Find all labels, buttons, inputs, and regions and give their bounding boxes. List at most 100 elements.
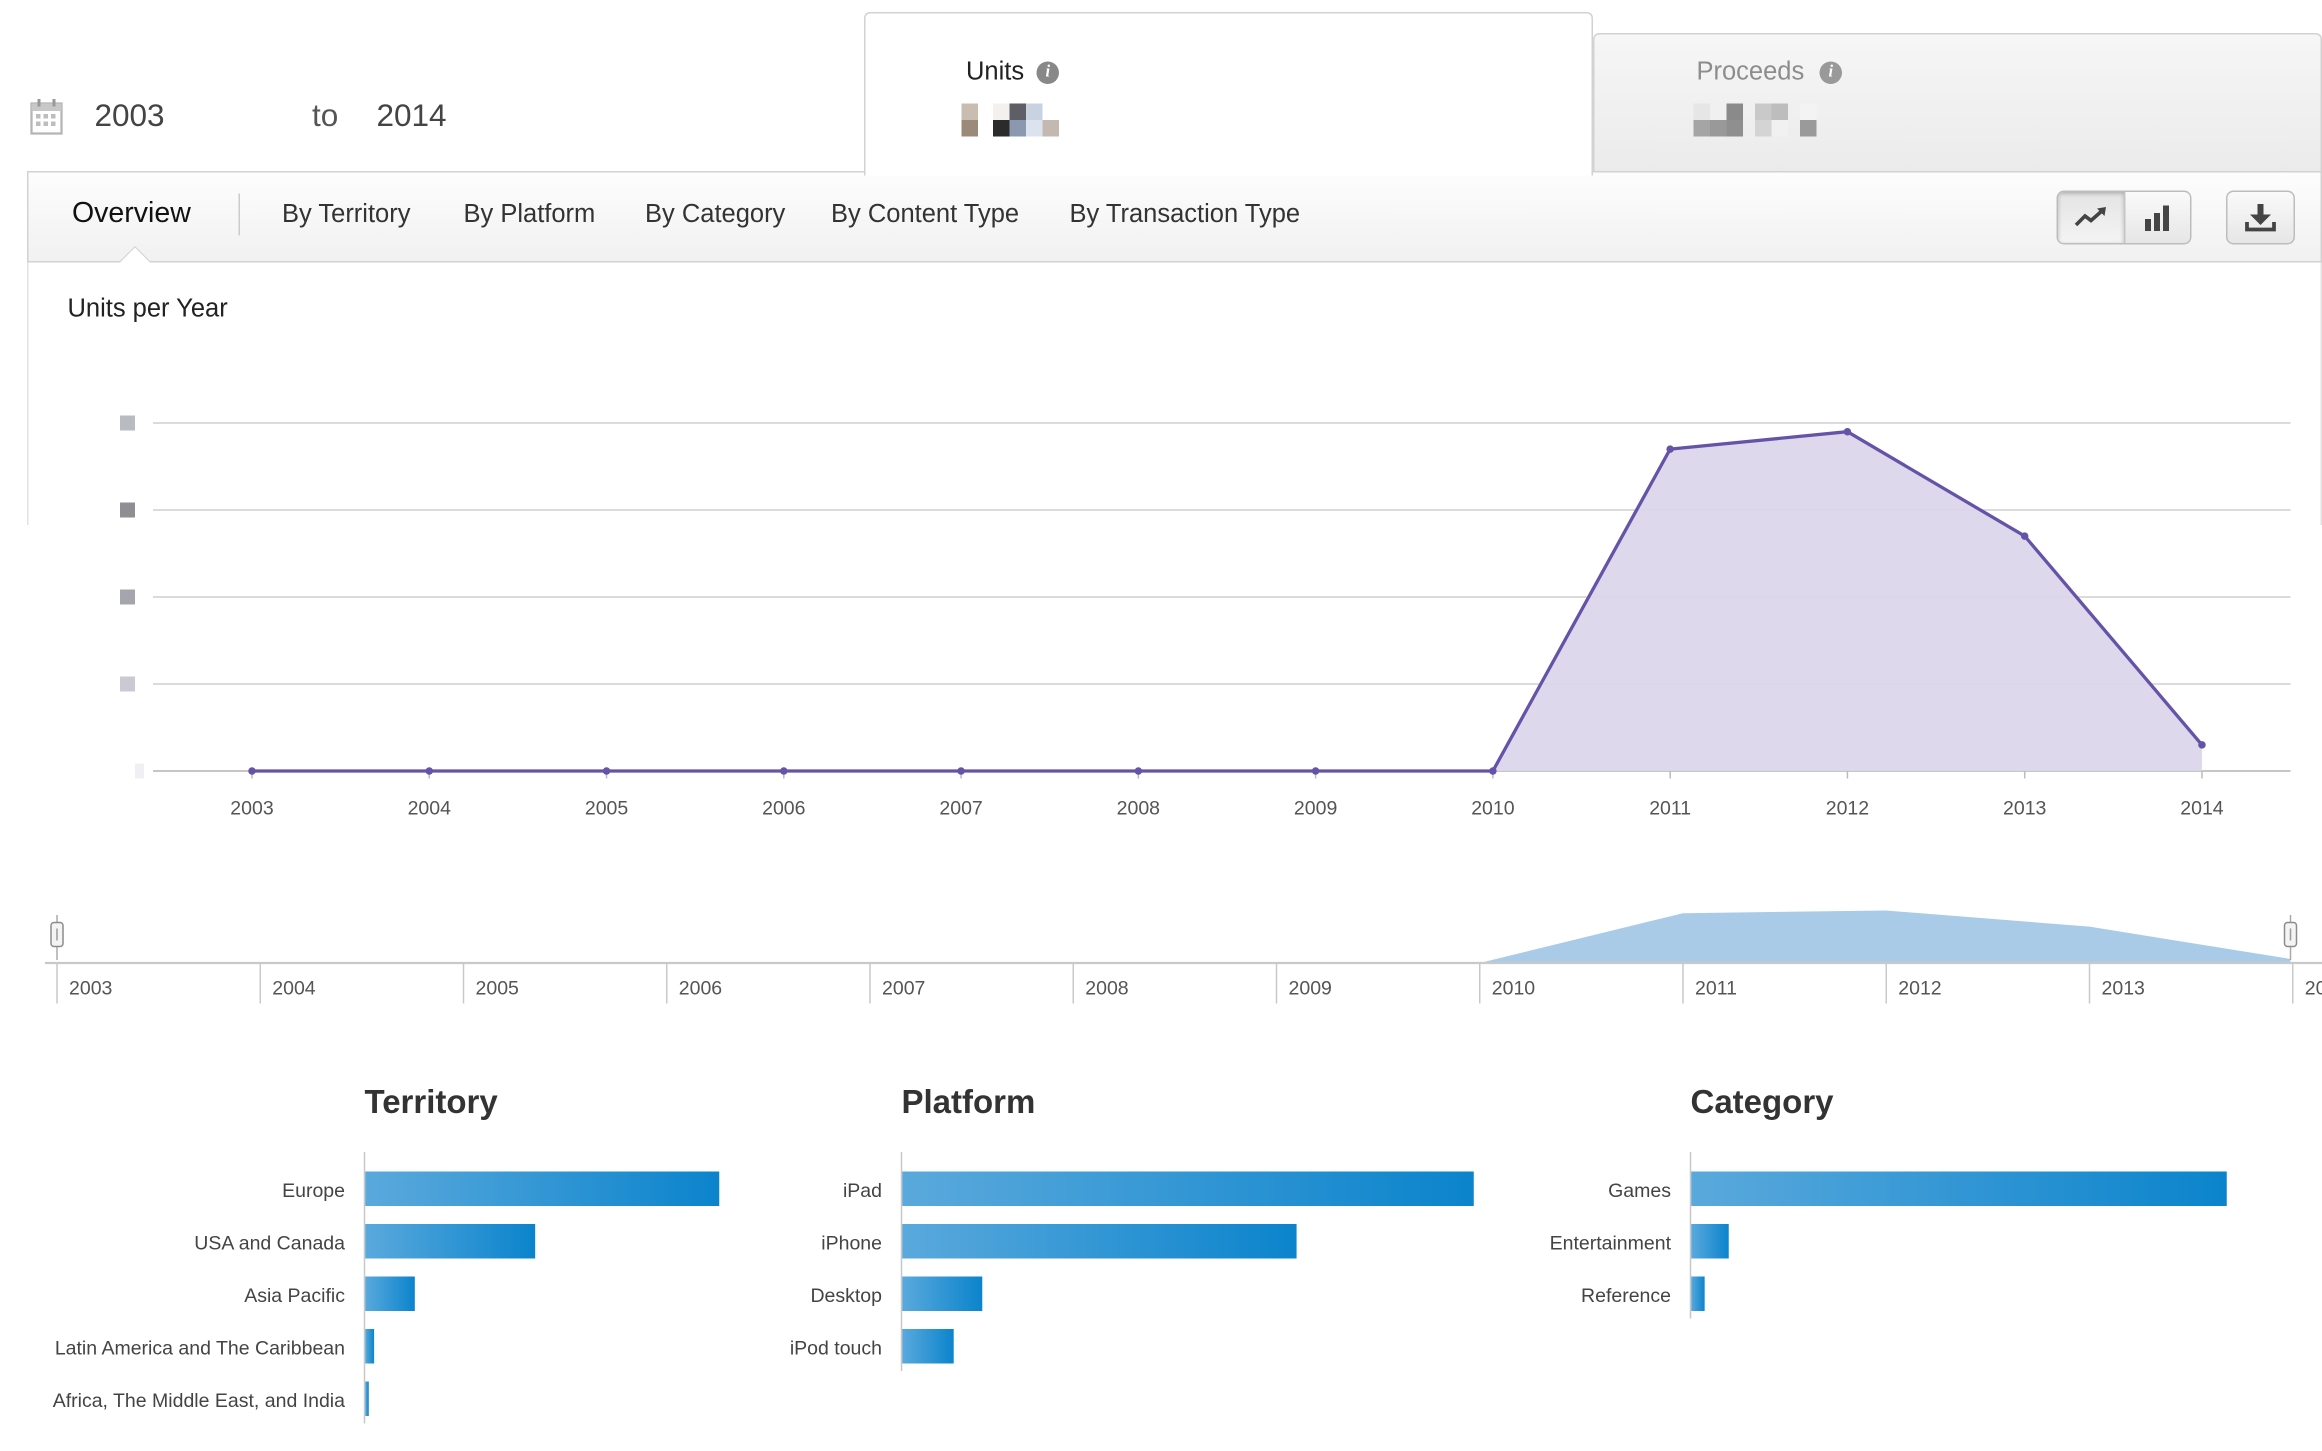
timeline-tick-label: 2012: [1898, 978, 1941, 1000]
timeline-tick-label: 2004: [272, 978, 316, 1000]
x-tick-label: 2008: [1117, 798, 1160, 820]
view-tabs-bar: Overview By Territory By Platform By Cat…: [27, 171, 2322, 263]
info-icon[interactable]: i: [1820, 62, 1843, 85]
category-label: Asia Pacific: [244, 1285, 345, 1307]
x-tick-label: 2012: [1826, 798, 1869, 820]
data-point: [1844, 428, 1852, 436]
timeline-tick-label: 2009: [1289, 978, 1332, 1000]
timeline-tick-label: 2003: [69, 978, 112, 1000]
series-area: [252, 432, 2202, 771]
data-point: [1489, 767, 1497, 775]
timeline-tick-label: 2007: [882, 978, 925, 1000]
timeline-area: [57, 911, 2291, 964]
territory-bar-chart: Europe USA and Canada Asia Pacific Latin Am…: [0, 1140, 750, 1440]
tab-by-platform[interactable]: By Platform: [464, 200, 596, 230]
data-point: [1312, 767, 1320, 775]
tab-by-category[interactable]: By Category: [645, 200, 785, 230]
chart-title: Units per Year: [68, 294, 228, 324]
divider: [239, 194, 241, 236]
range-separator: to: [312, 99, 338, 135]
timeline-tick-label: 2010: [1492, 978, 1536, 1000]
range-end-handle[interactable]: [2285, 915, 2297, 960]
x-tick-label: 2003: [230, 798, 273, 820]
bar: [902, 1329, 953, 1364]
data-point: [248, 767, 256, 775]
category-label: Latin America and The Caribbean: [55, 1338, 345, 1360]
data-point: [2198, 741, 2206, 749]
timeline-tick-label: 2005: [476, 978, 520, 1000]
x-tick-label: 2013: [2003, 798, 2046, 820]
category-label: Desktop: [810, 1285, 882, 1307]
category-chart-title: Category: [1691, 1083, 1834, 1122]
timeline-tick-label: 2011: [1695, 978, 1737, 1000]
y-tick-label-redacted: [120, 416, 135, 431]
bar: [365, 1224, 535, 1259]
category-label: Reference: [1581, 1285, 1671, 1307]
tab-by-content-type[interactable]: By Content Type: [831, 200, 1019, 230]
y-tick-label-redacted: [135, 764, 144, 779]
data-point: [2021, 532, 2029, 540]
bar: [902, 1224, 1296, 1259]
download-button[interactable]: [2226, 191, 2295, 245]
platform-chart-title: Platform: [902, 1083, 1036, 1122]
category-label: Africa, The Middle East, and India: [53, 1390, 345, 1412]
category-label: Games: [1608, 1180, 1671, 1202]
category-label: iPod touch: [790, 1338, 882, 1360]
data-point: [780, 767, 788, 775]
timeline-tick-label: 2006: [679, 978, 722, 1000]
trend-line-icon: [2073, 206, 2109, 230]
timeline-tick-label: 20: [2305, 978, 2322, 1000]
tab-units-label: Units: [966, 57, 1024, 87]
tab-overview[interactable]: Overview: [72, 198, 191, 231]
bar: [1691, 1277, 1704, 1312]
bar: [1691, 1224, 1728, 1259]
tab-proceeds-label: Proceeds: [1697, 57, 1805, 87]
bar: [902, 1172, 1474, 1207]
category-label: USA and Canada: [194, 1233, 345, 1255]
data-point: [957, 767, 965, 775]
category-label: Entertainment: [1550, 1233, 1672, 1255]
category-label: iPad: [843, 1180, 882, 1202]
info-icon[interactable]: i: [1037, 62, 1060, 85]
x-tick-label: 2009: [1294, 798, 1337, 820]
proceeds-value-redacted: [1694, 104, 1817, 137]
timeline-tick-label: 2008: [1085, 978, 1128, 1000]
tab-by-territory[interactable]: By Territory: [282, 200, 410, 230]
x-tick-label: 2006: [762, 798, 805, 820]
bar-chart-icon: [2142, 204, 2172, 231]
date-range[interactable]: 2003 to 2014: [27, 90, 867, 150]
line-chart-button[interactable]: [2058, 192, 2125, 243]
x-tick-label: 2011: [1649, 798, 1691, 820]
y-tick-label-redacted: [120, 590, 135, 605]
x-tick-label: 2007: [939, 798, 982, 820]
end-year[interactable]: 2014: [377, 99, 447, 135]
timeline-range-selector[interactable]: 2003 2004 2005 2006 2007 2008 2009 2010 2011 2012…: [0, 900, 2322, 1020]
category-label: iPhone: [821, 1233, 882, 1255]
bar: [365, 1329, 374, 1364]
y-tick-label-redacted: [120, 677, 135, 692]
data-point: [1666, 445, 1674, 453]
x-tick-label: 2005: [585, 798, 629, 820]
bar: [1691, 1172, 2227, 1207]
data-point: [1135, 767, 1143, 775]
chart-type-toggle: [2057, 191, 2192, 245]
start-year[interactable]: 2003: [95, 99, 165, 135]
range-start-handle[interactable]: [51, 915, 63, 960]
tab-proceeds[interactable]: Proceeds i: [1593, 33, 2322, 171]
platform-bar-chart: iPad iPhone Desktop iPod touch: [750, 1140, 1500, 1440]
download-icon: [2244, 203, 2277, 233]
bar-chart-button[interactable]: [2125, 192, 2190, 243]
x-tick-label: 2010: [1471, 798, 1515, 820]
x-tick-label: 2014: [2180, 798, 2224, 820]
calendar-icon[interactable]: [30, 99, 63, 135]
tab-by-transaction-type[interactable]: By Transaction Type: [1070, 200, 1301, 230]
active-tab-caret-fill: [120, 248, 150, 263]
category-label: Europe: [282, 1180, 345, 1202]
bar: [902, 1277, 982, 1312]
bar: [365, 1277, 415, 1312]
category-bar-chart: Games Entertainment Reference: [1500, 1140, 2322, 1440]
y-tick-label-redacted: [120, 503, 135, 518]
tab-units[interactable]: Units i: [864, 12, 1593, 176]
data-point: [603, 767, 611, 775]
